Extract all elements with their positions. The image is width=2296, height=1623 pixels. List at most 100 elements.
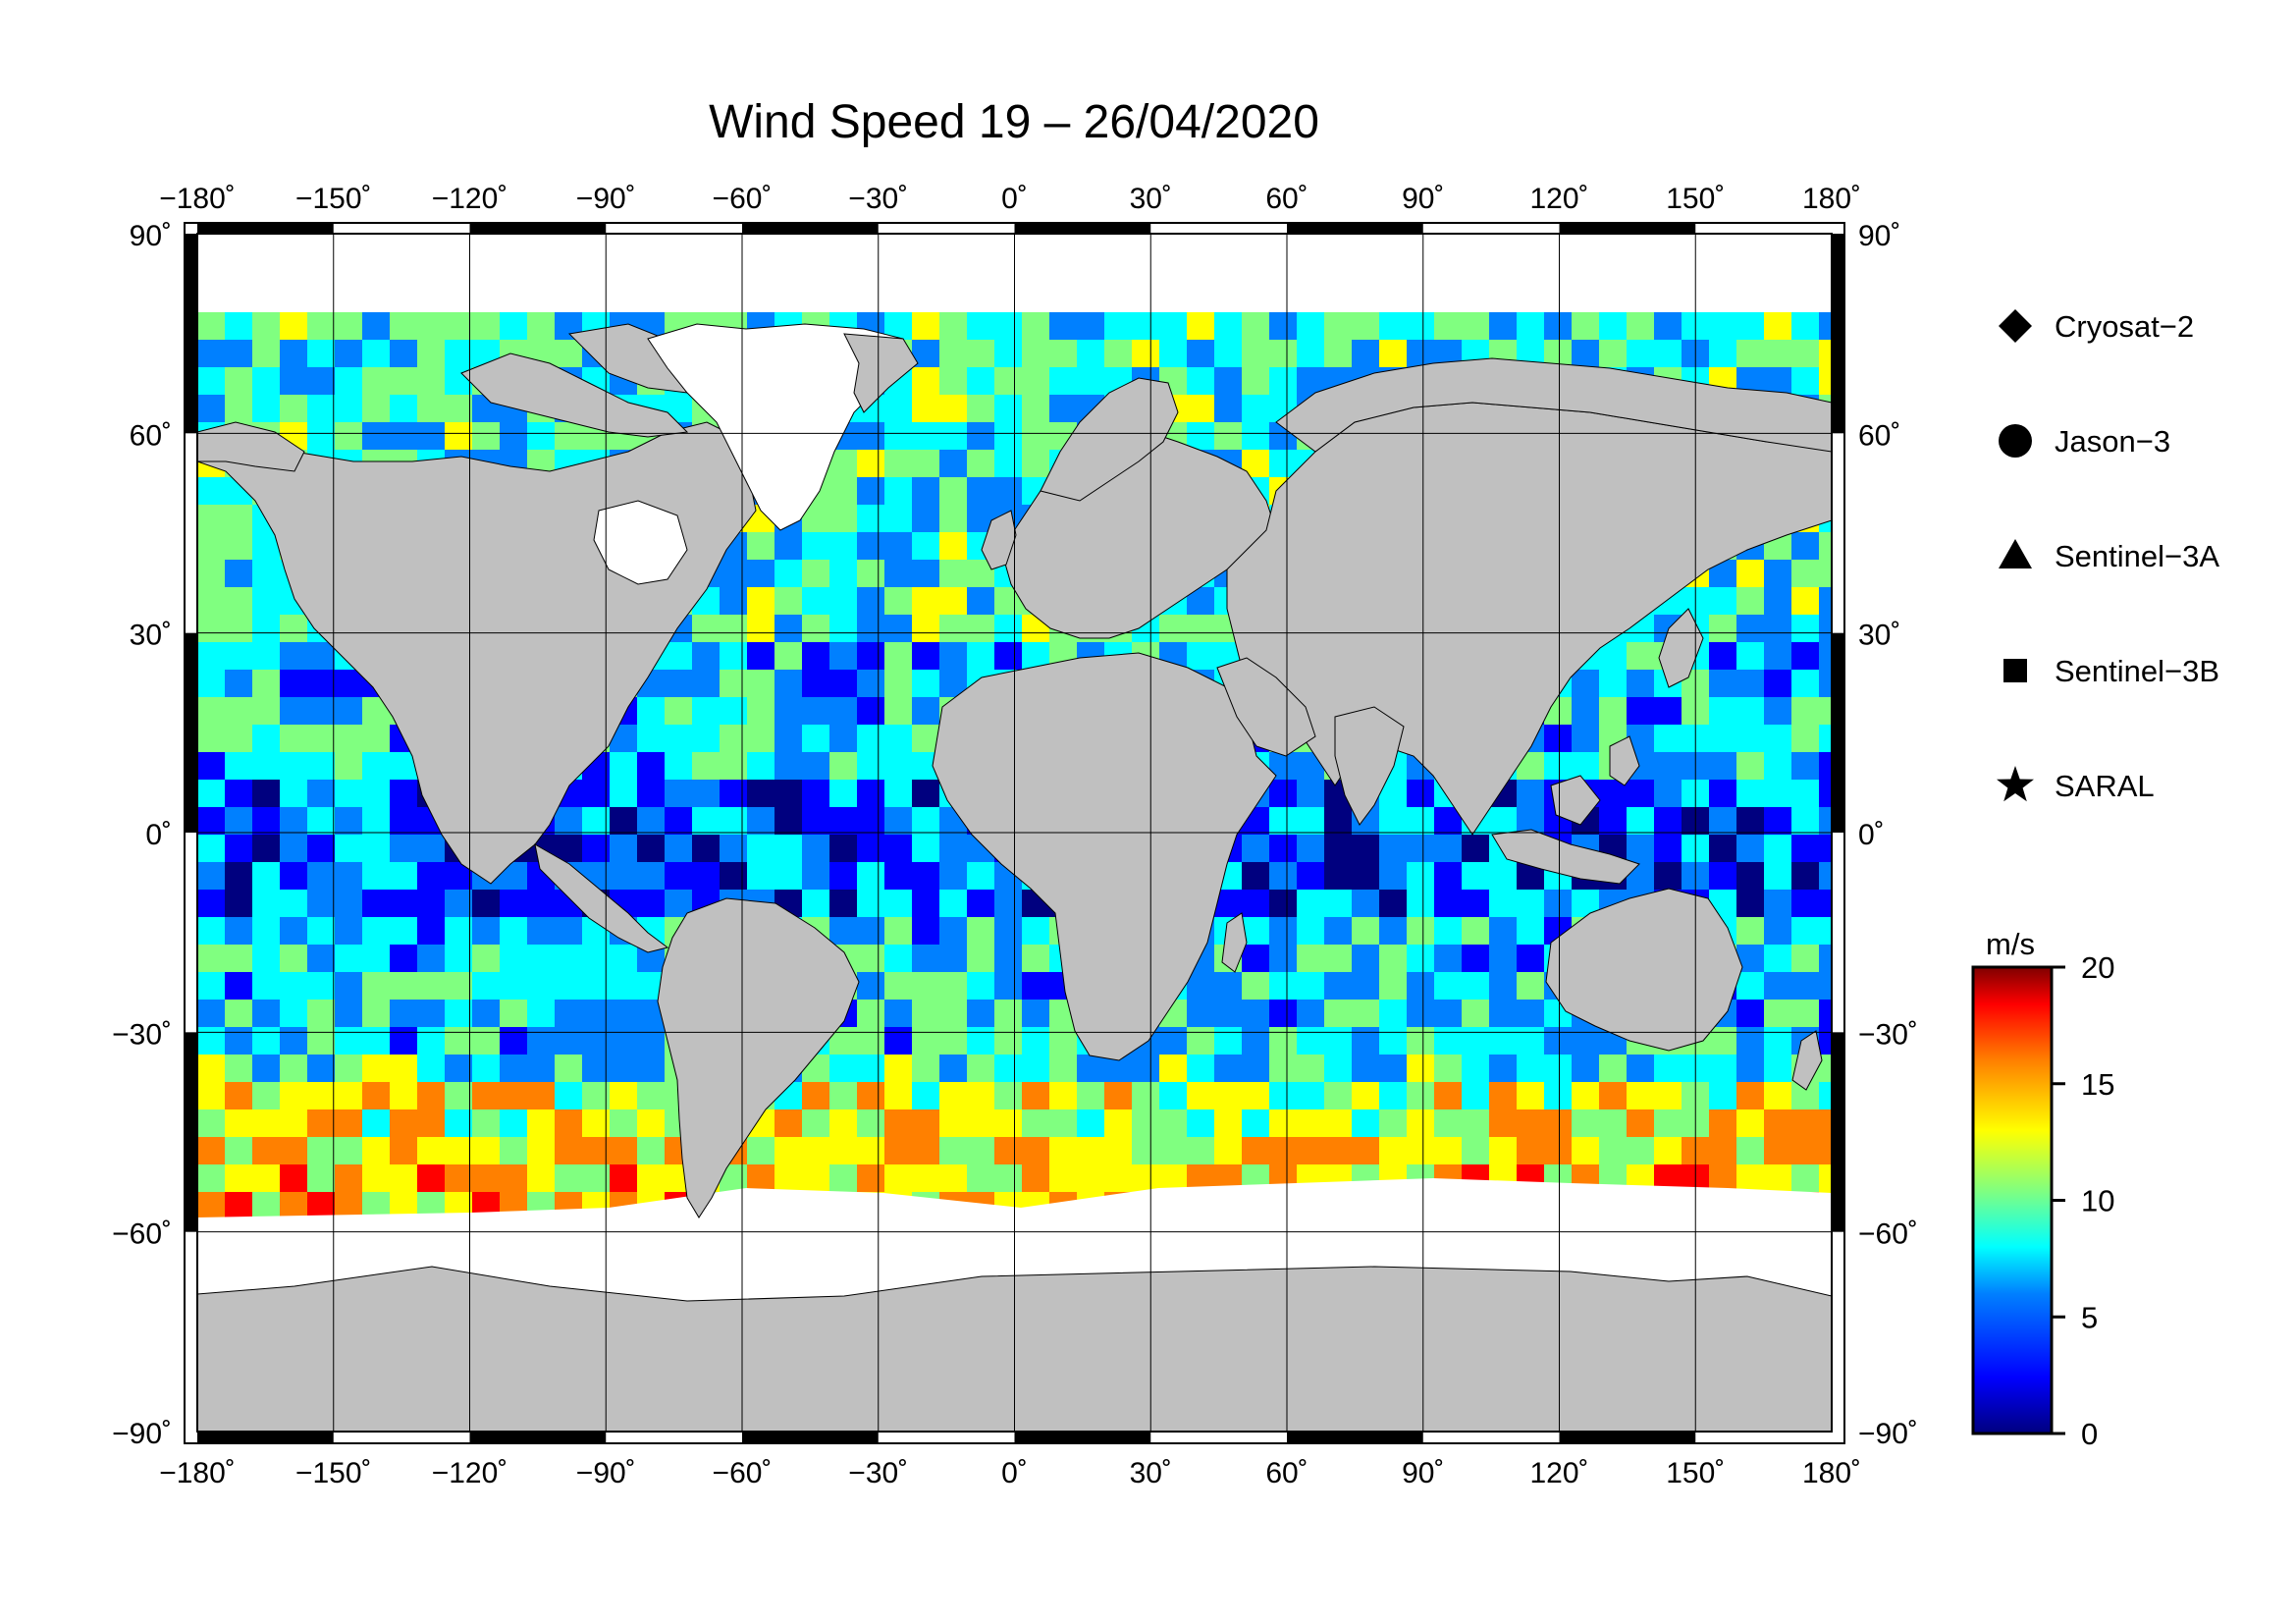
wind-cell: [1736, 312, 1764, 340]
wind-cell: [335, 972, 362, 1000]
wind-cell: [884, 725, 912, 752]
wind-cell: [637, 752, 665, 780]
wind-cell: [362, 780, 390, 807]
wind-cell: [829, 862, 857, 890]
wind-cell: [610, 1137, 637, 1164]
wind-cell: [1654, 697, 1682, 725]
wind-cell: [1187, 1109, 1214, 1137]
wind-cell: [197, 725, 225, 752]
wind-cell: [307, 725, 335, 752]
wind-cell: [912, 532, 939, 560]
wind-cell: [1462, 945, 1489, 972]
wind-cell: [1297, 780, 1324, 807]
wind-cell: [390, 1000, 417, 1027]
wind-cell: [1187, 1000, 1214, 1027]
wind-cell: [252, 1137, 280, 1164]
wind-cell: [1352, 1109, 1379, 1137]
frame-bar-top: [469, 223, 607, 234]
wind-cell: [1269, 780, 1297, 807]
wind-cell: [1269, 807, 1297, 835]
wind-cell: [884, 422, 912, 450]
wind-cell: [1022, 1027, 1049, 1055]
wind-cell: [1654, 835, 1682, 862]
wind-cell: [1159, 615, 1187, 642]
wind-cell: [1242, 367, 1269, 395]
wind-cell: [280, 725, 307, 752]
wind-cell: [774, 560, 802, 587]
latitude-labels-left: 90˚ 60˚ 30˚ 0˚ −30˚ −60˚ −90˚: [112, 220, 172, 1450]
wind-cell: [1791, 587, 1819, 615]
wind-cell: [939, 1082, 967, 1109]
wind-cell: [829, 1082, 857, 1109]
wind-cell: [1489, 972, 1517, 1000]
wind-cell: [555, 340, 582, 367]
wind-cell: [1572, 1137, 1599, 1164]
wind-cell: [994, 1027, 1022, 1055]
wind-cell: [335, 1000, 362, 1027]
wind-cell: [417, 395, 445, 422]
wind-cell: [1297, 1109, 1324, 1137]
wind-cell: [1819, 367, 1832, 395]
wind-cell: [417, 972, 445, 1000]
wind-cell: [1187, 1082, 1214, 1109]
wind-cell: [1736, 1000, 1764, 1027]
wind-cell: [197, 807, 225, 835]
wind-cell: [307, 697, 335, 725]
lon-label-top: −90˚: [576, 183, 636, 215]
wind-cell: [1104, 1137, 1132, 1164]
wind-cell: [1517, 890, 1544, 917]
wind-cell: [197, 945, 225, 972]
japan: [1658, 608, 1704, 688]
colorbar-ticks: 20 15 10 5 0: [2052, 950, 2114, 1451]
wind-cell: [692, 780, 720, 807]
wind-cell: [692, 725, 720, 752]
wind-cell: [1242, 835, 1269, 862]
wind-cell: [1077, 1082, 1104, 1109]
wind-cell: [912, 862, 939, 890]
wind-cell: [1269, 862, 1297, 890]
wind-cell: [335, 752, 362, 780]
wind-cell: [1352, 312, 1379, 340]
wind-cell: [1104, 1109, 1132, 1137]
wind-cell: [857, 862, 884, 890]
wind-cell: [390, 1164, 417, 1192]
wind-cell: [610, 862, 637, 890]
wind-cell: [884, 862, 912, 890]
wind-cell: [1544, 752, 1572, 780]
wind-cell: [1819, 697, 1832, 725]
wind-cell: [857, 532, 884, 560]
wind-cell: [335, 670, 362, 697]
wind-cell: [1297, 890, 1324, 917]
wind-cell: [1627, 780, 1654, 807]
wind-cell: [829, 670, 857, 697]
wind-cell: [390, 862, 417, 890]
colorbar-tick-label: 20: [2081, 950, 2114, 985]
wind-cell: [362, 367, 390, 395]
wind-cell: [1022, 1000, 1049, 1027]
wind-cell: [720, 752, 747, 780]
lon-label-top: −150˚: [295, 183, 372, 215]
wind-cell: [1187, 1027, 1214, 1055]
wind-cell: [1791, 807, 1819, 835]
wind-cell: [802, 807, 829, 835]
lon-label-bottom: −150˚: [295, 1457, 372, 1489]
wind-cell: [857, 587, 884, 615]
wind-cell: [1709, 807, 1736, 835]
wind-cell: [1242, 1000, 1269, 1027]
wind-cell: [1544, 1137, 1572, 1164]
wind-cell: [1297, 367, 1324, 395]
wind-cell: [1819, 312, 1832, 340]
wind-cell: [912, 615, 939, 642]
wind-cell: [692, 615, 720, 642]
wind-cell: [884, 807, 912, 835]
wind-cell: [1434, 835, 1462, 862]
wind-cell: [472, 1000, 500, 1027]
wind-cell: [994, 945, 1022, 972]
wind-cell: [335, 835, 362, 862]
wind-cell: [1242, 340, 1269, 367]
wind-cell: [362, 807, 390, 835]
wind-cell: [912, 505, 939, 532]
wind-cell: [362, 862, 390, 890]
wind-cell: [1764, 1000, 1791, 1027]
wind-cell: [1791, 340, 1819, 367]
